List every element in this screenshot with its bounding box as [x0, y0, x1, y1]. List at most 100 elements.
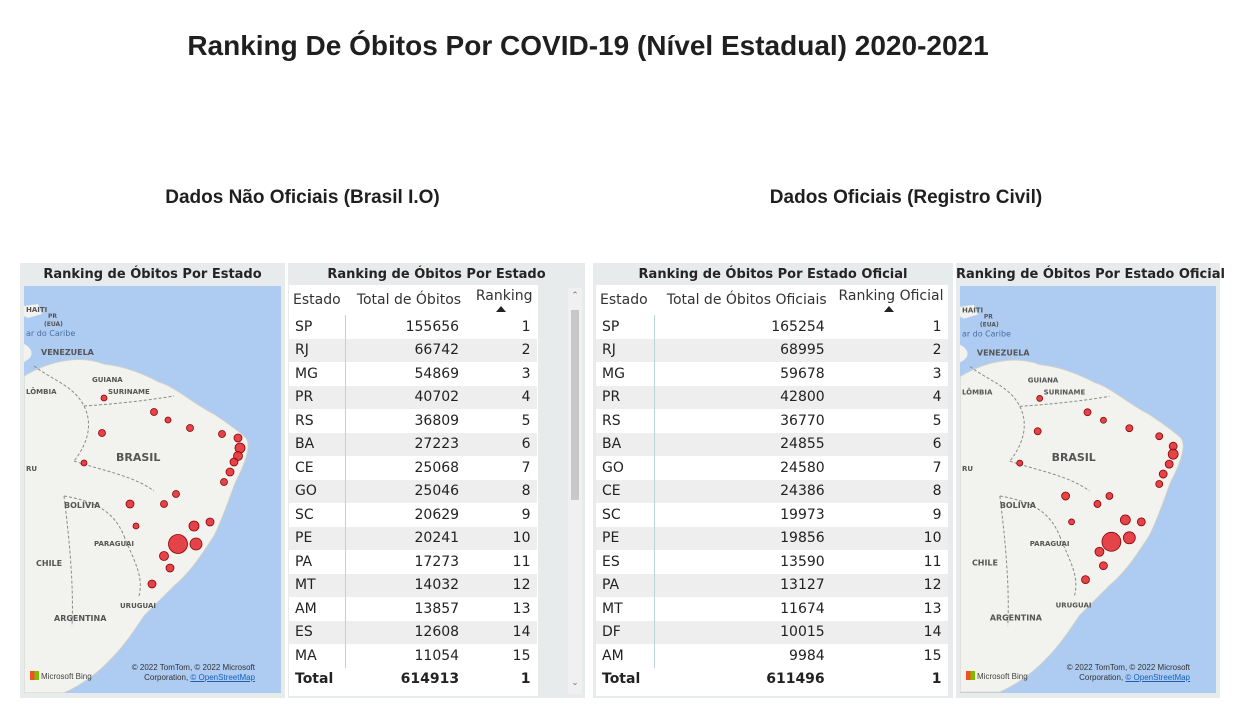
left-scrollbar[interactable]: ⌃ ⌄: [568, 288, 582, 694]
table-row[interactable]: MG 54869 3: [289, 362, 537, 386]
right-map-title: Ranking de Óbitos Por Estado Oficial: [956, 267, 1225, 282]
table-row[interactable]: RS 36809 5: [289, 409, 537, 433]
table-cell: 13: [923, 600, 942, 617]
state-bubble: [172, 490, 180, 498]
column-header[interactable]: Total de Óbitos: [356, 292, 462, 308]
table-row[interactable]: BA 27223 6: [289, 432, 537, 456]
table-row[interactable]: RJ 68995 2: [596, 338, 948, 362]
map-country-label: GUIANA: [92, 376, 123, 384]
left-osm-link[interactable]: © OpenStreetMap: [190, 673, 255, 682]
table-cell: BA: [289, 432, 347, 456]
map-country-label: BOLÍVIA: [1000, 499, 1037, 510]
table-cell: 24580: [780, 459, 825, 476]
map-country-label: PARAGUAI: [1030, 540, 1070, 548]
state-bubble: [168, 534, 188, 554]
right-bing-logo: Microsoft Bing: [966, 671, 1028, 681]
state-bubble: [150, 408, 158, 416]
table-row[interactable]: RJ 66742 2: [289, 338, 537, 362]
table-row[interactable]: SC 19973 9: [596, 503, 948, 527]
scroll-down-icon[interactable]: ⌄: [571, 678, 579, 688]
column-header[interactable]: Ranking: [465, 285, 536, 315]
table-row[interactable]: ES 13590 11: [596, 550, 948, 574]
table-row[interactable]: MT 14032 12: [289, 573, 537, 597]
table-row[interactable]: DF 10015 14: [596, 620, 948, 644]
state-bubble: [229, 457, 239, 467]
table-cell: 13857: [414, 600, 460, 617]
table-row[interactable]: ES 12608 14: [289, 620, 537, 644]
map-country-label: BOLÍVIA: [64, 499, 101, 510]
left-section-title: Dados Não Oficiais (Brasil I.O): [165, 187, 440, 208]
table-row[interactable]: PE 20241 10: [289, 526, 537, 550]
table-row[interactable]: MG 59678 3: [596, 362, 948, 386]
right-table-body: Estado Total de Óbitos Oficiais Ranking Of…: [596, 285, 948, 696]
table-row[interactable]: SP 155656 1: [289, 315, 537, 339]
table-row[interactable]: GO 25046 8: [289, 479, 537, 503]
table-cell: MG: [596, 362, 655, 386]
table-row[interactable]: BA 24855 6: [596, 432, 948, 456]
left-map[interactable]: HAITI PR (EUA) VENEZUELA GUIANA SURINAME LÔMBI…: [24, 286, 281, 693]
sort-ascending-icon[interactable]: [884, 306, 895, 312]
table-row[interactable]: GO 24580 7: [596, 456, 948, 480]
map-country-label: RU: [26, 465, 37, 473]
table-row[interactable]: PA 17273 11: [289, 550, 537, 574]
right-map[interactable]: HAITI PR (EUA) VENEZUELA GUIANA SURINAME LÔMBI…: [960, 286, 1216, 693]
column-header[interactable]: Ranking Oficial: [831, 285, 948, 315]
sort-ascending-icon[interactable]: [495, 306, 506, 312]
table-row[interactable]: SP 165254 1: [596, 315, 948, 339]
table-cell: MG: [289, 362, 347, 386]
table-row[interactable]: CE 25068 7: [289, 456, 537, 480]
table-cell: 2: [465, 338, 537, 362]
state-bubble: [1061, 491, 1070, 501]
south-america-landmass: [960, 359, 1184, 693]
right-table-visual[interactable]: Ranking de Óbitos Por Estado Oficial Est…: [593, 263, 953, 698]
table-row[interactable]: CE 24386 8: [596, 479, 948, 503]
column-header[interactable]: Estado: [600, 292, 648, 308]
table-cell: SP: [289, 315, 347, 339]
right-osm-link[interactable]: © OpenStreetMap: [1125, 673, 1190, 682]
table-row[interactable]: MA 11054 15: [289, 644, 537, 668]
state-bubble: [1158, 469, 1168, 479]
table-row[interactable]: AM 13857 13: [289, 597, 537, 621]
left-map-visual[interactable]: Ranking de Óbitos Por Estado HAITI PR (EUA…: [20, 263, 285, 698]
table-row[interactable]: PR 40702 4: [289, 385, 537, 409]
table-row[interactable]: PA 13127 12: [596, 573, 948, 597]
table-row[interactable]: RS 36770 5: [596, 409, 948, 433]
table-cell: PR: [289, 385, 347, 409]
table-row[interactable]: MT 11674 13: [596, 597, 948, 621]
state-bubble: [1081, 575, 1090, 585]
table-row[interactable]: PE 19856 10: [596, 526, 948, 550]
country-border: [999, 495, 1009, 626]
scroll-thumb[interactable]: [571, 310, 579, 500]
table-cell: CE: [289, 456, 347, 480]
state-bubble: [1083, 408, 1092, 417]
table-cell: 9: [932, 506, 942, 523]
right-map-visual[interactable]: Ranking de Óbitos Por Estado Oficial HAI…: [956, 263, 1225, 698]
state-bubble: [218, 430, 226, 438]
table-row[interactable]: PR 42800 4: [596, 385, 948, 409]
map-country-label: PR: [48, 313, 57, 320]
scroll-up-icon[interactable]: ⌃: [571, 291, 579, 301]
table-cell: 12: [830, 573, 948, 597]
table-cell: 10: [465, 526, 537, 550]
left-table-visual[interactable]: Ranking de Óbitos Por Estado Estado Total…: [288, 263, 585, 698]
column-header[interactable]: Estado: [293, 292, 341, 308]
map-country-label: LÔMBIA: [26, 387, 57, 396]
table-cell: 6: [465, 432, 537, 456]
table-cell: 165254: [771, 318, 825, 335]
table-cell: 4: [465, 385, 537, 409]
table-cell: PA: [596, 573, 655, 597]
state-bubble: [1125, 424, 1134, 433]
table-cell: PA: [289, 550, 347, 574]
table-cell: RJ: [289, 338, 347, 362]
table-cell: 14032: [345, 573, 466, 597]
column-header[interactable]: Total de Óbitos Oficiais: [666, 292, 827, 308]
table-cell: 1: [932, 318, 942, 335]
table-cell: GO: [596, 456, 655, 480]
map-country-label: HAITI: [962, 307, 983, 315]
table-cell: 10015: [654, 620, 831, 644]
table-cell: MT: [596, 597, 655, 621]
table-row[interactable]: AM 9984 15: [596, 644, 948, 668]
table-row[interactable]: SC 20629 9: [289, 503, 537, 527]
